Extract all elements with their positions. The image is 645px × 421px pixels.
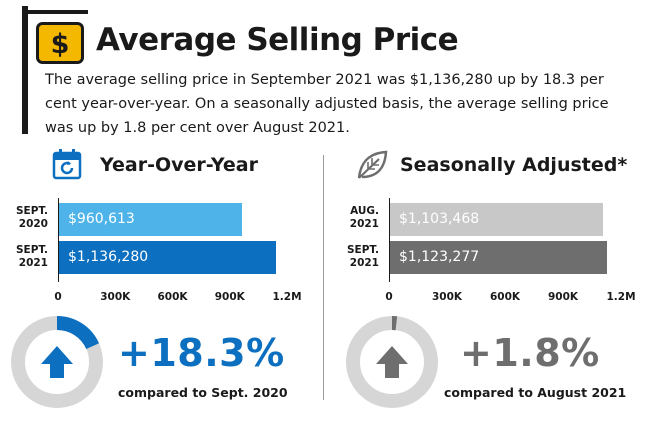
yoy-cat-1-line2: 2021 xyxy=(18,257,48,269)
bar-value-label: $1,103,468 xyxy=(399,211,480,227)
bar-value-label: $1,136,280 xyxy=(68,249,149,265)
sa-bar-sept-2021: $1,123,277 xyxy=(390,241,608,274)
leaf-icon xyxy=(355,148,389,182)
x-tick-label: 0 xyxy=(385,291,393,303)
sa-heading: Seasonally Adjusted* xyxy=(400,154,628,176)
x-tick-label: 300K xyxy=(431,291,463,303)
sa-gauge xyxy=(346,316,438,408)
yoy-cat-0-line2: 2020 xyxy=(18,218,48,230)
x-tick-label: 1.2M xyxy=(606,291,636,303)
yoy-comparison-label: compared to Sept. 2020 xyxy=(118,385,288,400)
x-tick-label: 600K xyxy=(489,291,521,303)
sa-cat-0-line1: AUG. xyxy=(350,205,379,217)
x-tick-label: 1.2M xyxy=(272,291,302,303)
gauge-fill xyxy=(346,316,438,408)
sign-arm xyxy=(22,10,88,14)
yoy-cat-0-line1: SEPT. xyxy=(16,205,48,217)
sa-change-value: +1.8% xyxy=(460,331,600,375)
yoy-change-value: +18.3% xyxy=(118,331,285,375)
sa-comparison-label: compared to August 2021 xyxy=(444,385,627,400)
bar-value-label: $1,123,277 xyxy=(399,249,480,265)
sa-category-label: AUG. 2021 xyxy=(339,205,379,231)
dollar-sign-icon: $ xyxy=(36,22,84,64)
x-tick-label: 900K xyxy=(214,291,245,303)
yoy-gauge xyxy=(11,316,103,408)
sa-cat-1-line2: 2021 xyxy=(349,257,379,269)
page-title: Average Selling Price xyxy=(96,22,459,58)
yoy-cat-1-line1: SEPT. xyxy=(16,244,48,256)
yoy-bar-sept-2020: $960,613 xyxy=(59,203,243,236)
summary-text: The average selling price in September 2… xyxy=(45,72,609,136)
bar-value-label: $960,613 xyxy=(68,211,135,227)
yoy-category-label: SEPT. 2020 xyxy=(8,205,48,231)
gauge-fill xyxy=(11,316,103,408)
x-tick-label: 600K xyxy=(157,291,188,303)
sa-axis-line xyxy=(389,198,390,282)
up-arrow-icon xyxy=(37,342,77,382)
sign-post xyxy=(22,6,28,134)
yoy-x-axis: 0 300K 600K 900K 1.2M xyxy=(0,291,320,305)
yoy-bar-sept-2021: $1,136,280 xyxy=(59,241,276,274)
sa-cat-0-line2: 2021 xyxy=(349,218,379,230)
yoy-heading: Year-Over-Year xyxy=(100,154,258,176)
calendar-refresh-icon xyxy=(52,148,82,180)
section-divider xyxy=(323,155,324,400)
sa-category-label: SEPT. 2021 xyxy=(339,244,379,270)
yoy-axis-line xyxy=(58,198,59,282)
sa-bar-aug-2021: $1,103,468 xyxy=(390,203,604,236)
sa-x-axis: 0 300K 600K 900K 1.2M xyxy=(0,291,645,305)
x-tick-label: 300K xyxy=(100,291,131,303)
x-tick-label: 900K xyxy=(547,291,579,303)
yoy-category-label: SEPT. 2021 xyxy=(8,244,48,270)
sa-cat-1-line1: SEPT. xyxy=(347,244,379,256)
svg-text:$: $ xyxy=(51,29,70,60)
up-arrow-icon xyxy=(372,342,412,382)
x-tick-label: 0 xyxy=(54,291,62,303)
